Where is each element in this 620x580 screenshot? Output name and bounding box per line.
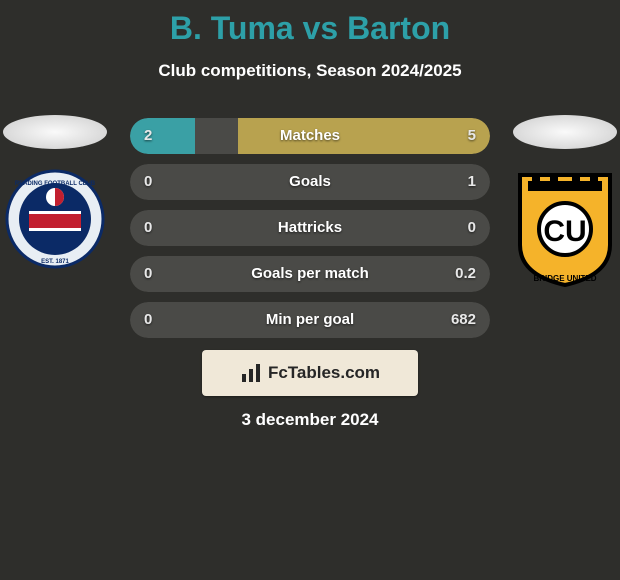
player-silhouette-right — [513, 115, 617, 149]
stat-bars-area: 2Matches50Goals10Hattricks00Goals per ma… — [130, 118, 490, 348]
stat-value-right: 0 — [468, 210, 476, 246]
stat-value-right: 0.2 — [455, 256, 476, 292]
stat-label: Matches — [130, 118, 490, 154]
svg-text:BRIDGE UNITED: BRIDGE UNITED — [533, 274, 596, 283]
stat-label: Min per goal — [130, 302, 490, 338]
date-line: 3 december 2024 — [0, 410, 620, 430]
stat-label: Goals per match — [130, 256, 490, 292]
stat-value-right: 1 — [468, 164, 476, 200]
stat-value-right: 5 — [468, 118, 476, 154]
bar-chart-icon — [240, 362, 262, 384]
stat-label: Hattricks — [130, 210, 490, 246]
svg-text:CU: CU — [543, 215, 586, 248]
stat-value-right: 682 — [451, 302, 476, 338]
stat-row: 0Goals1 — [130, 164, 490, 200]
left-player-column: READING FOOTBALL CLUB EST. 1871 — [0, 115, 110, 274]
svg-text:READING FOOTBALL CLUB: READING FOOTBALL CLUB — [15, 181, 96, 187]
player-silhouette-left — [3, 115, 107, 149]
svg-text:EST. 1871: EST. 1871 — [41, 259, 69, 265]
page-subtitle: Club competitions, Season 2024/2025 — [0, 61, 620, 81]
stat-row: 0Hattricks0 — [130, 210, 490, 246]
right-player-column: CU BRIDGE UNITED — [510, 115, 620, 294]
stat-row: 0Min per goal682 — [130, 302, 490, 338]
cambridge-united-crest: CU BRIDGE UNITED — [510, 169, 620, 294]
fctables-badge: FcTables.com — [202, 350, 418, 396]
stat-label: Goals — [130, 164, 490, 200]
reading-crest: READING FOOTBALL CLUB EST. 1871 — [5, 169, 105, 274]
stat-row: 0Goals per match0.2 — [130, 256, 490, 292]
fctables-label: FcTables.com — [268, 363, 380, 383]
stat-row: 2Matches5 — [130, 118, 490, 154]
page-title: B. Tuma vs Barton — [0, 0, 620, 47]
